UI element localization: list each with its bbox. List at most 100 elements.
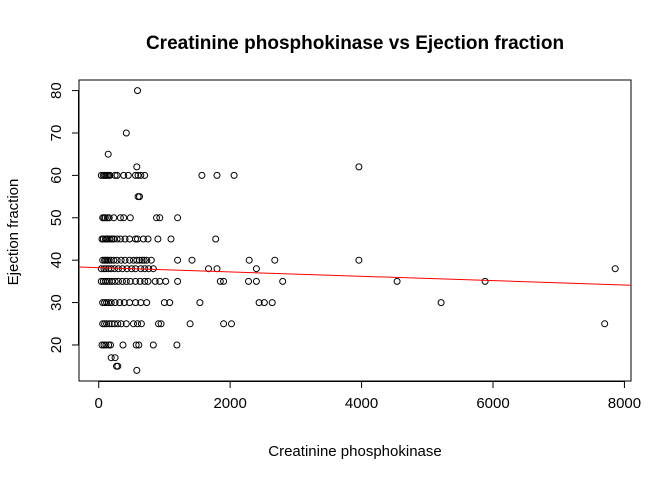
data-point xyxy=(107,265,115,273)
data-point xyxy=(116,214,124,222)
data-point xyxy=(111,320,118,328)
data-point xyxy=(252,277,260,285)
data-point xyxy=(174,277,182,285)
data-point xyxy=(136,277,144,285)
data-point xyxy=(103,299,111,307)
data-point xyxy=(107,354,115,362)
x-axis: 0 2000 4000 6000 8000 xyxy=(95,381,641,412)
data-point xyxy=(107,299,115,307)
data-point xyxy=(101,299,109,307)
data-point xyxy=(154,235,162,243)
data-point xyxy=(117,320,125,328)
data-point xyxy=(245,256,253,264)
data-point xyxy=(132,235,139,243)
data-point xyxy=(122,277,130,285)
data-point xyxy=(141,277,149,285)
data-point xyxy=(134,320,141,328)
data-point xyxy=(126,214,134,222)
trend-line xyxy=(78,266,632,286)
data-point xyxy=(98,341,106,349)
data-point xyxy=(132,341,140,349)
data-point xyxy=(220,277,228,285)
y-axis: 20 30 40 50 60 70 80 xyxy=(48,82,79,353)
data-point xyxy=(601,320,609,328)
y-tick-label: 50 xyxy=(48,209,65,226)
data-point xyxy=(110,235,118,243)
x-axis-title: Creatinine phosphokinase xyxy=(268,443,441,460)
data-point xyxy=(105,341,113,349)
data-point xyxy=(101,320,109,328)
data-point xyxy=(117,256,125,264)
data-point xyxy=(173,341,181,349)
data-point xyxy=(137,171,145,179)
data-point xyxy=(101,214,109,222)
data-point xyxy=(133,366,141,374)
y-tick-label: 60 xyxy=(48,167,65,184)
data-point xyxy=(132,171,139,179)
data-point xyxy=(228,320,235,328)
data-point xyxy=(126,277,134,285)
data-point xyxy=(279,277,287,285)
data-point xyxy=(268,299,276,307)
data-point xyxy=(136,256,143,264)
data-point xyxy=(230,171,238,179)
data-point xyxy=(271,256,279,264)
data-point xyxy=(104,150,112,158)
data-point xyxy=(108,235,116,243)
data-point xyxy=(167,235,175,243)
data-point xyxy=(122,320,130,328)
y-tick-label: 70 xyxy=(48,125,65,142)
data-point xyxy=(120,171,128,179)
y-tick-label: 30 xyxy=(48,294,65,311)
data-points xyxy=(97,87,619,374)
data-point xyxy=(144,235,152,243)
data-point xyxy=(151,277,159,285)
data-point xyxy=(111,299,119,307)
data-point xyxy=(481,277,489,285)
data-point xyxy=(260,299,268,307)
data-point xyxy=(196,299,204,307)
data-point xyxy=(355,163,363,171)
x-tick-label: 8000 xyxy=(608,395,641,412)
data-point xyxy=(143,299,151,307)
y-axis-title: Ejection fraction xyxy=(5,179,22,286)
data-point xyxy=(119,341,127,349)
data-point xyxy=(134,87,141,95)
data-point xyxy=(120,214,128,222)
data-point xyxy=(113,235,121,243)
data-point xyxy=(437,299,445,307)
data-point xyxy=(156,214,164,222)
y-tick-label: 40 xyxy=(48,252,65,269)
data-point xyxy=(106,235,114,243)
data-point xyxy=(107,341,114,349)
data-point xyxy=(149,265,157,273)
x-tick-label: 2000 xyxy=(213,395,246,412)
data-point xyxy=(99,235,107,243)
data-point xyxy=(114,362,122,370)
data-point xyxy=(174,256,182,264)
data-point xyxy=(160,299,168,307)
data-point xyxy=(147,256,155,264)
data-point xyxy=(111,354,119,362)
data-point xyxy=(124,171,132,179)
data-point xyxy=(118,277,126,285)
data-point xyxy=(113,171,121,179)
data-point xyxy=(111,277,119,285)
data-point xyxy=(153,214,160,222)
data-point xyxy=(140,256,148,264)
data-point xyxy=(213,171,221,179)
data-point xyxy=(103,320,111,328)
data-point xyxy=(105,214,113,222)
data-point xyxy=(97,265,105,273)
data-point xyxy=(113,256,121,264)
data-point xyxy=(162,277,170,285)
data-point xyxy=(102,265,110,273)
data-point xyxy=(101,277,109,285)
data-point xyxy=(130,320,137,328)
data-point xyxy=(155,320,162,328)
data-point xyxy=(135,341,143,349)
data-point xyxy=(116,299,124,307)
chart-title: Creatinine phosphokinase vs Ejection fra… xyxy=(146,33,564,54)
data-point xyxy=(134,171,142,179)
